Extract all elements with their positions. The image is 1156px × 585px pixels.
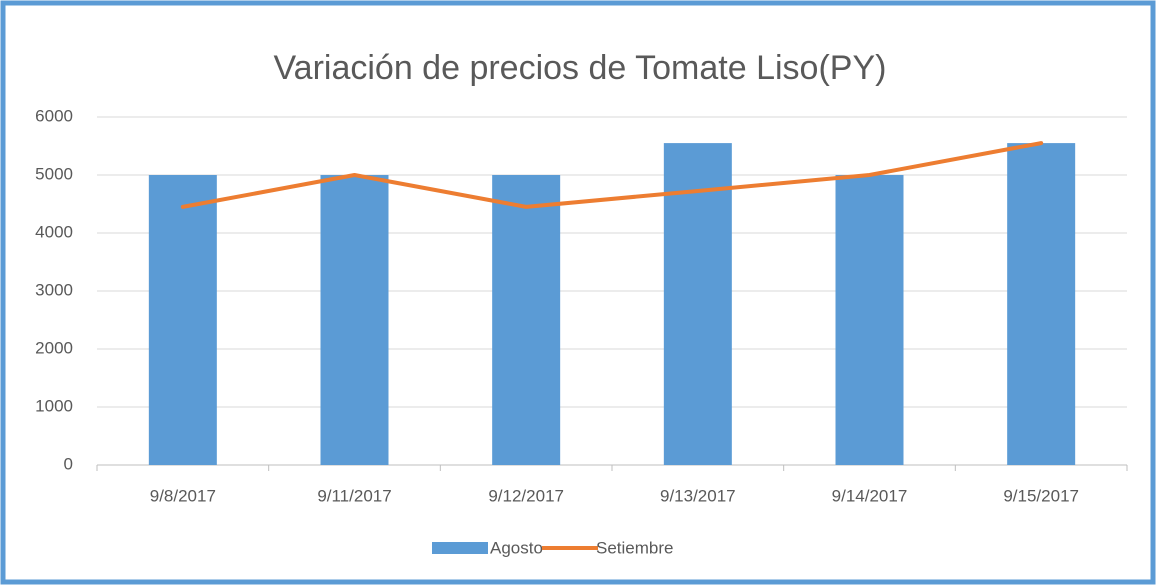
- y-tick-label: 0: [64, 454, 73, 473]
- bar: [492, 175, 561, 465]
- legend-label: Agosto: [490, 538, 543, 557]
- bar: [835, 175, 904, 465]
- y-tick-label: 4000: [35, 222, 73, 241]
- x-tick-label: 9/13/2017: [660, 486, 736, 505]
- line: [180, 141, 1044, 209]
- y-tick-label: 2000: [35, 338, 73, 357]
- bar: [663, 143, 732, 465]
- y-tick-label: 1000: [35, 396, 73, 415]
- bar: [148, 175, 217, 465]
- y-tick-label: 6000: [35, 106, 73, 125]
- x-tick-label: 9/14/2017: [832, 486, 908, 505]
- x-tick-label: 9/11/2017: [317, 486, 391, 505]
- y-tick-label: 5000: [35, 164, 73, 183]
- x-tick-label: 9/15/2017: [1003, 486, 1079, 505]
- x-tick-label: 9/8/2017: [150, 486, 216, 505]
- bar: [1007, 143, 1076, 465]
- x-tick-label: 9/12/2017: [488, 486, 564, 505]
- legend-label: Setiembre: [596, 538, 673, 557]
- bar: [320, 175, 389, 465]
- chart-title: Variación de precios de Tomate Liso(PY): [274, 49, 887, 87]
- y-tick-label: 3000: [35, 280, 73, 299]
- legend-swatch: [432, 542, 488, 554]
